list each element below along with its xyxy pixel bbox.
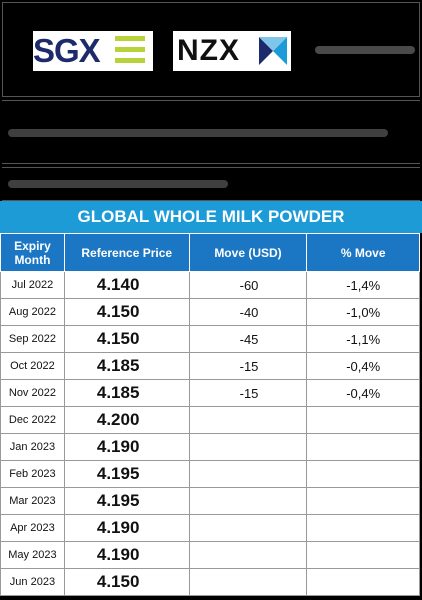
move-usd-cell [188,487,308,515]
header-pct-move: % Move [306,233,420,272]
table-row: Jun 2023 4.150 [0,568,420,596]
header-expiry-month: Expiry Month [0,233,65,272]
move-usd-cell: -15 [188,379,308,407]
header: SGX NZX [0,0,422,201]
reference-price-cell: 4.150 [63,325,190,353]
reference-price-cell: 4.185 [63,352,190,380]
table-row: Feb 2023 4.195 [0,460,420,488]
table-row: Dec 2022 4.200 [0,406,420,434]
move-usd-cell [188,460,308,488]
table-row: Jul 2022 4.140 -60 -1,4% [0,271,420,299]
pct-move-cell [306,568,420,596]
move-usd-cell [188,514,308,542]
move-usd-cell: -45 [188,325,308,353]
pct-move-cell [306,487,420,515]
blurred-subheading-text [8,180,228,188]
reference-price-cell: 4.190 [63,433,190,461]
reference-price-cell: 4.190 [63,514,190,542]
pct-move-cell [306,514,420,542]
logo-bar: SGX NZX [2,2,420,97]
expiry-month-cell: Oct 2022 [0,352,65,380]
expiry-month-cell: Jul 2022 [0,271,65,299]
expiry-month-cell: Mar 2023 [0,487,65,515]
reference-price-cell: 4.140 [63,271,190,299]
expiry-month-cell: May 2023 [0,541,65,569]
table-row: Nov 2022 4.185 -15 -0,4% [0,379,420,407]
move-usd-cell: -40 [188,298,308,326]
expiry-month-cell: Feb 2023 [0,460,65,488]
reference-price-cell: 4.195 [63,487,190,515]
expiry-month-cell: Nov 2022 [0,379,65,407]
move-usd-cell [188,541,308,569]
pct-move-cell [306,406,420,434]
sgx-logo: SGX [33,31,153,71]
reference-price-cell: 4.195 [63,460,190,488]
nzx-logo: NZX [173,31,291,71]
reference-price-cell: 4.190 [63,541,190,569]
move-usd-cell [188,433,308,461]
pct-move-cell: -1,1% [306,325,420,353]
sgx-logo-text: SGX [33,32,101,69]
table-row: May 2023 4.190 [0,541,420,569]
nzx-logo-text: NZX [177,34,240,67]
header-row: Expiry Month Reference Price Move (USD) … [0,233,420,272]
reference-price-cell: 4.150 [63,568,190,596]
pct-move-cell [306,460,420,488]
table-title: GLOBAL WHOLE MILK POWDER [0,201,422,233]
table-row: Jan 2023 4.190 [0,433,420,461]
move-usd-cell: -15 [188,352,308,380]
pct-move-cell [306,433,420,461]
table-row: Oct 2022 4.185 -15 -0,4% [0,352,420,380]
pct-move-cell: -1,4% [306,271,420,299]
nzx-mark-icon [259,37,287,65]
blurred-heading [2,100,420,164]
reference-price-cell: 4.185 [63,379,190,407]
table-row: Aug 2022 4.150 -40 -1,0% [0,298,420,326]
pct-move-cell [306,541,420,569]
blurred-heading-text [8,129,388,137]
price-table: Expiry Month Reference Price Move (USD) … [0,233,420,596]
table-row: Mar 2023 4.195 [0,487,420,515]
table-row: Apr 2023 4.190 [0,514,420,542]
header-reference-price: Reference Price [63,233,190,272]
expiry-month-cell: Jan 2023 [0,433,65,461]
expiry-month-cell: Jun 2023 [0,568,65,596]
blurred-date [315,46,415,54]
expiry-month-cell: Dec 2022 [0,406,65,434]
pct-move-cell: -0,4% [306,379,420,407]
header-move-usd: Move (USD) [188,233,308,272]
expiry-month-cell: Sep 2022 [0,325,65,353]
reference-price-cell: 4.150 [63,298,190,326]
pct-move-cell: -0,4% [306,352,420,380]
sgx-bars-icon [115,36,145,66]
move-usd-cell [188,406,308,434]
pct-move-cell: -1,0% [306,298,420,326]
move-usd-cell [188,568,308,596]
reference-price-cell: 4.200 [63,406,190,434]
move-usd-cell: -60 [188,271,308,299]
expiry-month-cell: Apr 2023 [0,514,65,542]
blurred-subheading [2,167,420,201]
expiry-month-cell: Aug 2022 [0,298,65,326]
table-row: Sep 2022 4.150 -45 -1,1% [0,325,420,353]
